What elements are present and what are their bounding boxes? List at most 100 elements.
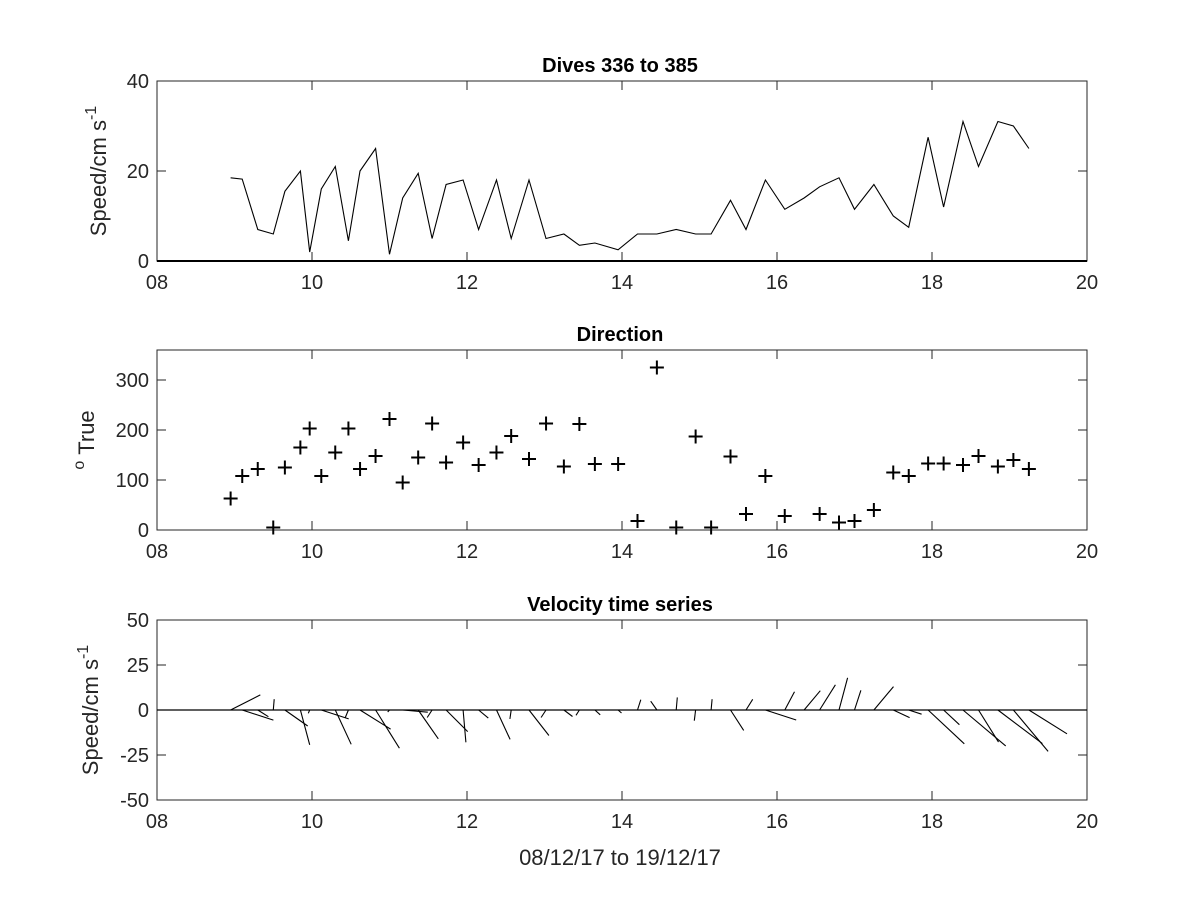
direction-point [572, 417, 587, 431]
direction-point [921, 456, 936, 471]
speed-y-axis-label-superscript: -1 [83, 106, 100, 120]
direction-x-tick-label: 18 [921, 541, 943, 563]
velocity-stick [1028, 709, 1068, 735]
velocity-stick [445, 709, 469, 732]
direction-point [587, 457, 602, 471]
direction-x-tick-label: 16 [766, 541, 788, 563]
velocity-y-axis-label: Speed/cm s-1 [75, 645, 103, 776]
speed-x-tick-label: 18 [921, 272, 943, 294]
velocity-x-tick-label: 08 [146, 811, 168, 833]
velocity-stick [943, 709, 960, 726]
velocity-stick [321, 709, 349, 720]
direction-point [832, 515, 846, 530]
direction-point [395, 475, 410, 490]
direction-y-axis-label-superscript: o [71, 461, 88, 470]
direction-point [1006, 453, 1021, 467]
velocity-stick [257, 709, 269, 718]
direction-point [847, 514, 862, 528]
direction-y-axis-label-text: True [74, 410, 99, 454]
speed-x-tick-label: 16 [766, 272, 788, 294]
velocity-stick [803, 690, 821, 711]
direction-point [1021, 462, 1036, 476]
velocity-stick [908, 709, 922, 715]
speed-line-panel: Dives 336 to 385 08 10 12 14 16 18 20 0 20 40 Spe… [83, 55, 1098, 294]
direction-point [971, 449, 986, 463]
velocity-quiver-panel: Velocity time series 08 10 12 14 16 18 20 -50 -2… [75, 594, 1098, 870]
direction-point [266, 520, 281, 535]
direction-point [522, 452, 536, 466]
direction-point [723, 449, 738, 464]
direction-point [250, 462, 265, 476]
velocity-stick [730, 709, 745, 731]
velocity-stick [997, 709, 1043, 745]
direction-x-tick-label: 20 [1076, 541, 1098, 563]
direction-point [489, 445, 504, 460]
speed-y-tick-label: 20 [127, 161, 149, 183]
velocity-y-tick-label: -25 [120, 745, 149, 767]
velocity-stick [334, 709, 352, 745]
direction-point [341, 421, 356, 436]
direction-panel-title: Direction [577, 324, 664, 346]
direction-series [223, 360, 1036, 535]
direction-x-tick-label: 14 [611, 541, 633, 563]
direction-point [425, 416, 440, 431]
speed-y-axis-label: Speed/cm s-1 [83, 106, 111, 237]
velocity-stick [853, 690, 862, 711]
velocity-stick [784, 691, 795, 711]
velocity-y-axis-label-superscript: -1 [75, 645, 92, 659]
direction-point [302, 421, 317, 436]
velocity-panel-title: Velocity time series [527, 594, 713, 616]
direction-point [688, 429, 703, 444]
velocity-stick [765, 709, 797, 721]
direction-point [293, 440, 308, 455]
direction-point [314, 469, 329, 483]
velocity-stick [387, 709, 390, 713]
velocity-stick [478, 709, 489, 719]
velocity-stick [617, 709, 622, 714]
direction-point [990, 459, 1005, 474]
direction-point [886, 465, 901, 480]
direction-point [411, 450, 426, 465]
velocity-series [157, 677, 1087, 752]
direction-point [353, 462, 368, 476]
direction-x-tick-label: 12 [456, 541, 478, 563]
velocity-stick [745, 699, 754, 711]
direction-point [368, 449, 383, 463]
velocity-x-tick-label: 14 [611, 811, 633, 833]
velocity-stick [927, 709, 965, 745]
velocity-stick [426, 709, 433, 718]
velocity-stick [675, 697, 678, 711]
speed-x-tick-label: 10 [301, 272, 323, 294]
velocity-stick [540, 709, 547, 718]
direction-point [382, 412, 397, 426]
direction-point [611, 457, 626, 471]
velocity-stick [838, 677, 849, 711]
velocity-stick [375, 709, 400, 749]
direction-point [739, 507, 753, 521]
speed-x-tick-label: 14 [611, 272, 633, 294]
velocity-y-tick-label: 50 [127, 610, 149, 632]
direction-point [235, 469, 250, 483]
direction-plot-area [156, 349, 1088, 531]
velocity-x-tick-label: 18 [921, 811, 943, 833]
direction-point [812, 507, 827, 521]
direction-point [277, 460, 292, 475]
direction-y-tick-label: 0 [138, 520, 149, 542]
speed-x-tick-label: 08 [146, 272, 168, 294]
direction-point [539, 416, 554, 431]
velocity-y-tick-label: -50 [120, 790, 149, 812]
velocity-stick [563, 709, 573, 717]
velocity-stick [462, 709, 467, 743]
direction-point [956, 458, 970, 472]
velocity-stick [710, 699, 713, 711]
velocity-stick [528, 709, 550, 736]
velocity-stick [1012, 709, 1049, 752]
velocity-stick [402, 709, 428, 713]
velocity-stick [978, 709, 999, 743]
speed-y-axis-label-text: Speed/cm s [86, 120, 111, 236]
velocity-x-axis-label: 08/12/17 to 19/12/17 [519, 845, 721, 870]
velocity-stick [962, 709, 1007, 747]
velocity-stick [242, 709, 274, 721]
